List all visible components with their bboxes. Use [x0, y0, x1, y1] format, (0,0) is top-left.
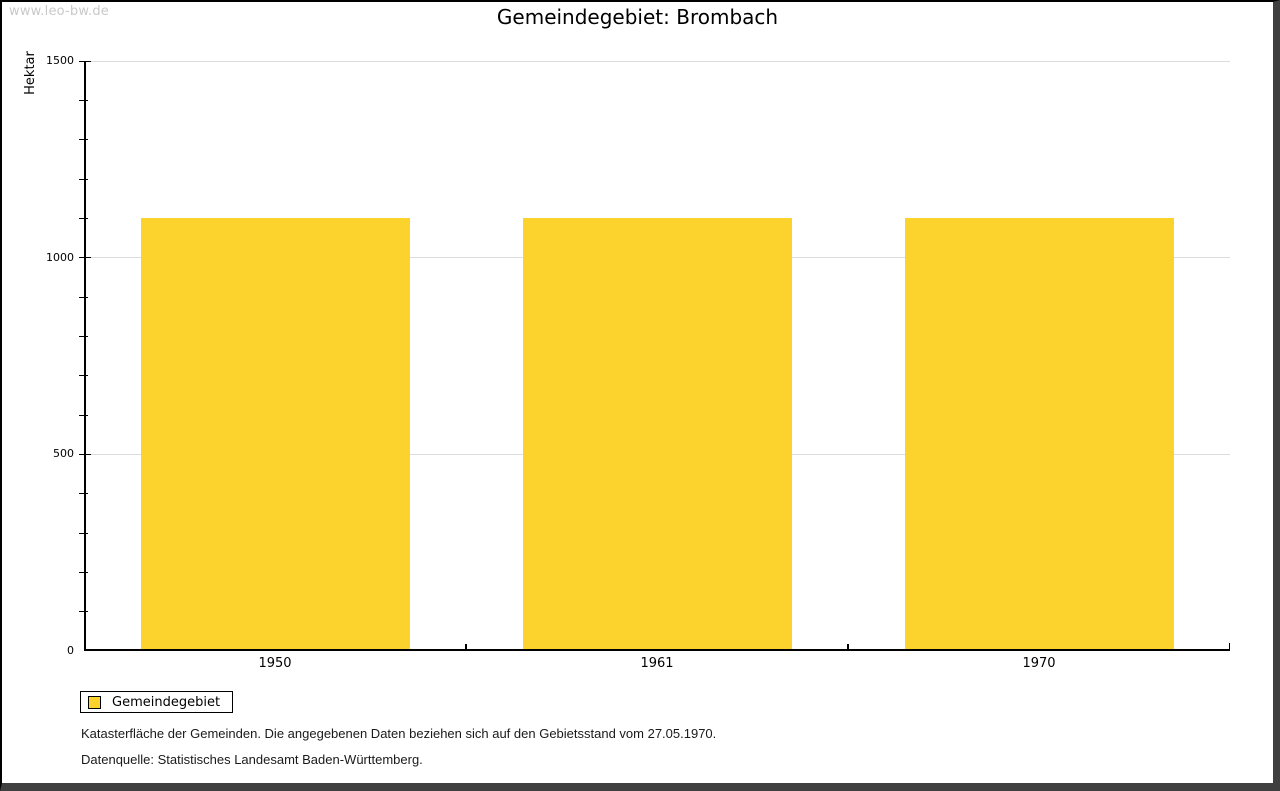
y-minor-tick — [79, 139, 88, 141]
y-tick-label: 500 — [53, 447, 74, 461]
y-major-tick — [79, 60, 91, 62]
x-tick-label: 1970 — [1022, 656, 1056, 671]
legend-label: Gemeindegebiet — [112, 694, 221, 710]
y-minor-tick — [79, 375, 88, 377]
plot-area: 0 500 1000 1500 1950 1961 1970 — [46, 54, 1230, 671]
x-boundary-tick — [465, 644, 467, 649]
y-tick-label: 0 — [67, 644, 74, 657]
gridline — [86, 60, 1230, 62]
legend-swatch — [88, 695, 101, 709]
x-tick-label: 1961 — [640, 656, 674, 671]
y-minor-tick — [79, 532, 88, 534]
y-minor-tick — [79, 178, 88, 180]
y-minor-tick — [79, 571, 88, 573]
y-minor-tick — [79, 296, 88, 298]
y-minor-tick — [79, 414, 88, 416]
bar — [141, 218, 410, 651]
y-major-tick — [79, 257, 91, 259]
y-minor-tick — [79, 99, 88, 101]
x-end-tick — [1228, 643, 1230, 649]
footnote-data-source: Datenquelle: Statistisches Landesamt Bad… — [81, 752, 423, 767]
y-minor-tick — [79, 493, 88, 495]
y-major-tick — [79, 453, 91, 455]
y-minor-tick — [79, 335, 88, 337]
y-tick-label: 1000 — [46, 250, 74, 264]
bar — [523, 218, 792, 651]
footnote-source-note: Katasterfläche der Gemeinden. Die angege… — [81, 726, 717, 741]
y-minor-tick — [79, 217, 88, 219]
watermark: www.leo-bw.de — [9, 4, 110, 19]
legend: Gemeindegebiet — [80, 691, 234, 713]
y-tick-label: 1500 — [46, 54, 74, 67]
y-axis-label: Hektar — [23, 51, 38, 95]
x-axis-line — [84, 649, 1230, 651]
bar — [905, 218, 1174, 651]
x-boundary-tick — [847, 644, 849, 649]
chart-title: Gemeindegebiet: Brombach — [496, 5, 779, 29]
x-tick-label: 1950 — [258, 656, 292, 671]
y-axis-line — [84, 61, 86, 651]
y-minor-tick — [79, 611, 88, 613]
